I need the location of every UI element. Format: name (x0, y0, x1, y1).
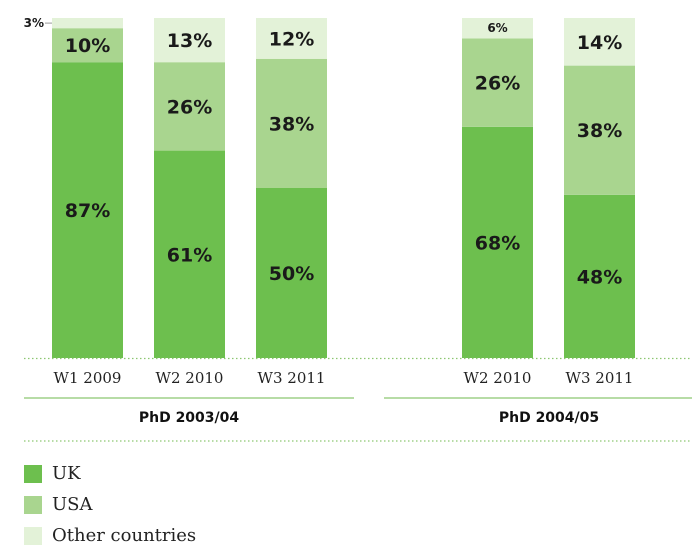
bar-uk-g2-2 (564, 194, 635, 358)
bar-uk-g1-1 (52, 62, 123, 358)
bar-other-g1-3 (256, 18, 327, 59)
legend: UK USA Other countries (24, 458, 196, 551)
x-tick-label-g2-2: W3 2011 (566, 369, 634, 387)
bar-uk-g1-3 (256, 188, 327, 358)
bar-other-g2-1 (462, 18, 533, 39)
data-label-uk-g2-1: 68% (475, 232, 520, 254)
bar-uk-g2-1 (462, 126, 533, 358)
group-label-2: PhD 2004/05 (499, 410, 599, 426)
x-tick-label-g1-2: W2 2010 (156, 369, 224, 387)
data-label-usa-g1-2: 26% (167, 96, 212, 118)
data-label-uk-g2-2: 48% (577, 266, 622, 288)
stacked-bar-chart: 87% 10% 3% W1 2009 61% 26% 13% W2 2010 50% 38% 12%… (24, 16, 692, 442)
legend-swatch-usa (24, 495, 42, 514)
data-label-usa-g2-1: 26% (475, 73, 520, 95)
group-label-1: PhD 2003/04 (139, 410, 240, 426)
data-label-usa-g1-3: 38% (269, 113, 314, 135)
data-label-other-g1-1: 3% (24, 16, 44, 30)
bar-uk-g1-2 (154, 150, 225, 358)
legend-label-other: Other countries (52, 525, 197, 546)
bar-usa-g2-2 (564, 65, 635, 195)
bar-other-g2-2 (564, 18, 635, 66)
x-tick-label-g2-1: W2 2010 (464, 369, 532, 387)
data-label-other-g2-1: 6% (487, 21, 507, 35)
legend-item-uk: UK (24, 458, 196, 489)
data-label-uk-g1-1: 87% (65, 200, 110, 222)
data-label-other-g1-2: 13% (167, 30, 212, 52)
data-label-other-g2-2: 14% (577, 32, 622, 54)
x-tick-label-g1-3: W3 2011 (258, 369, 326, 387)
data-label-uk-g1-2: 61% (167, 244, 212, 266)
legend-swatch-other (24, 526, 42, 545)
legend-label-uk: UK (52, 463, 81, 484)
bar-other-g1-1 (52, 18, 123, 29)
x-tick-label-g1-1: W1 2009 (54, 369, 122, 387)
legend-item-other: Other countries (24, 520, 196, 551)
bar-usa-g1-2 (154, 62, 225, 151)
legend-swatch-uk (24, 464, 42, 483)
data-label-usa-g2-2: 38% (577, 120, 622, 142)
bar-other-g1-2 (154, 18, 225, 63)
legend-label-usa: USA (52, 494, 93, 515)
data-label-other-g1-3: 12% (269, 28, 314, 50)
data-label-uk-g1-3: 50% (269, 263, 314, 285)
legend-item-usa: USA (24, 489, 196, 520)
bar-usa-g1-1 (52, 28, 123, 63)
bar-usa-g1-3 (256, 58, 327, 188)
data-label-usa-g1-1: 10% (65, 35, 110, 57)
bar-usa-g2-1 (462, 38, 533, 127)
